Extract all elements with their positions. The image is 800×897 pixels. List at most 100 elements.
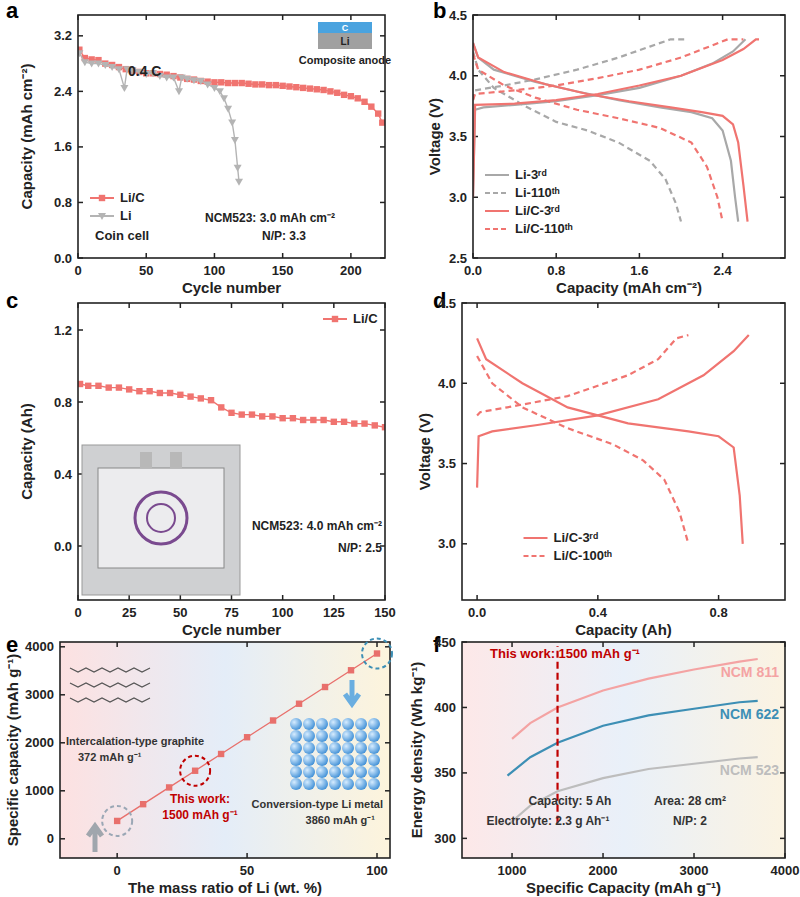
data-point (310, 417, 316, 423)
legend-label: Li/C-3ʳᵈ (554, 530, 598, 545)
data-point (157, 390, 163, 396)
annotation: 3860 mAh g⁻¹ (306, 814, 376, 826)
data-point (175, 88, 183, 95)
li-atom (342, 766, 354, 778)
x-tick-label: 25 (122, 605, 136, 620)
data-point (348, 93, 354, 99)
legend: Li/C (323, 311, 378, 326)
data-point (94, 61, 102, 68)
y-tick-label: 4.0 (449, 68, 467, 83)
data-point (140, 801, 146, 807)
annotation: Intercalation-type graphite (66, 735, 204, 747)
data-point (290, 415, 296, 421)
panel-label: a (6, 0, 19, 23)
data-point (245, 81, 251, 87)
data-point (126, 386, 132, 392)
emblem (147, 504, 175, 532)
li-atom (303, 742, 315, 754)
data-point (379, 119, 385, 125)
data-point (120, 85, 128, 92)
y-axis-label: Energy density (Wh kg⁻¹) (408, 662, 425, 839)
y-tick-label: 2000 (25, 735, 54, 750)
x-tick-label: 3000 (680, 863, 709, 878)
x-tick-label: 4000 (771, 863, 800, 878)
li-atom (368, 742, 380, 754)
panel-label: e (6, 632, 18, 657)
annotation: NCM523: 3.0 mAh cm⁻² (205, 211, 335, 225)
arrow-up (88, 826, 102, 852)
data-point (106, 384, 112, 390)
data-point (177, 392, 183, 398)
plot-background (60, 642, 390, 858)
li-atom (303, 766, 315, 778)
data-group (473, 39, 759, 221)
y-tick-label: 1000 (25, 783, 54, 798)
series-label: NCM 523 (720, 762, 779, 778)
data-point (266, 82, 272, 88)
legend-line (524, 555, 548, 557)
arrow-down (345, 680, 359, 704)
data-point (372, 422, 378, 428)
data-point (167, 390, 173, 396)
legend-line (485, 228, 509, 230)
annotation: This work: (170, 792, 230, 806)
y-tick-label: 300 (434, 831, 456, 846)
x-tick-label: 50 (139, 263, 153, 278)
y-axis-label: Specific capacity (mAh g⁻¹) (4, 654, 21, 847)
x-tick-label: 0.8 (547, 263, 565, 278)
data-point (286, 83, 292, 89)
data-point (198, 78, 204, 84)
data-point (235, 179, 243, 186)
data-point (259, 413, 265, 419)
data-point (190, 77, 198, 84)
x-tick-label: 50 (173, 605, 187, 620)
li-atom (290, 730, 302, 742)
y-tick-label: 400 (434, 700, 456, 715)
frame (462, 642, 785, 858)
data-point (116, 384, 122, 390)
data-point (85, 383, 91, 389)
data-point (300, 85, 306, 91)
annotation: NCM523: 4.0 mAh cm⁻² (252, 519, 382, 533)
x-tick-label: 0 (74, 263, 81, 278)
legend-line (485, 210, 509, 212)
data-point (270, 717, 276, 723)
li-atom (368, 718, 380, 730)
x-tick-label: 2000 (589, 863, 618, 878)
data-point (322, 684, 328, 690)
li-atom (342, 718, 354, 730)
data-point (279, 83, 285, 89)
li-atom (329, 754, 341, 766)
x-tick-label: 150 (374, 605, 396, 620)
series-line (477, 335, 688, 415)
data-point (108, 64, 116, 71)
frame (78, 303, 385, 600)
y-tick-label: 0.8 (54, 195, 72, 210)
data-point (239, 80, 245, 86)
li-atom (368, 730, 380, 742)
y-tick-label: 4.5 (438, 296, 456, 311)
panel-c: c02550751001251500.00.40.81.2Cycle numbe… (6, 288, 396, 638)
data-point (244, 734, 250, 740)
x-tick-label: 200 (340, 263, 362, 278)
data-point (187, 393, 193, 399)
frame (60, 642, 390, 858)
li-atom (329, 718, 341, 730)
data-point (208, 397, 214, 403)
data-point (146, 388, 152, 394)
y-tick-label: 0.4 (54, 467, 73, 482)
data-point (88, 61, 96, 68)
data-point (78, 50, 83, 57)
x-tick-label: 2.4 (714, 263, 733, 278)
data-point (211, 79, 217, 85)
y-tick-label: 450 (434, 635, 456, 650)
data-point (368, 103, 374, 109)
legend: Li/C-3ʳᵈ Li/C-100ᵗʰ (524, 530, 612, 563)
li-atom (303, 718, 315, 730)
legend-label: Li/C-100ᵗʰ (554, 548, 612, 563)
annotation: N/P: 2.5 (338, 541, 382, 555)
annotation: Capacity: 5 Ah (529, 794, 612, 808)
li-atom (290, 754, 302, 766)
data-point (218, 751, 224, 757)
data-point (293, 84, 299, 90)
